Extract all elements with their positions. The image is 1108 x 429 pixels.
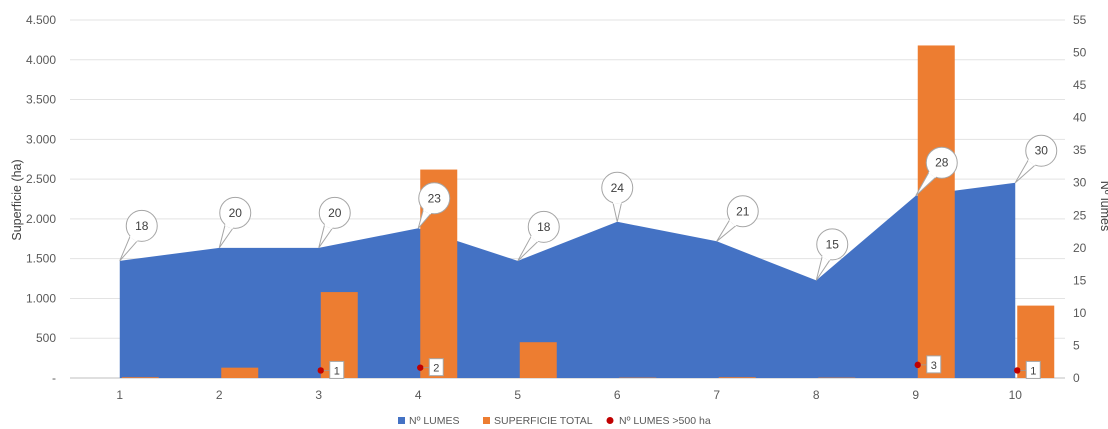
callout-seam [821,255,831,261]
area-nlumes [119,182,1016,378]
area-data-label: 23 [428,191,442,205]
scatter-point [317,367,324,374]
area-data-label: 30 [1035,144,1049,158]
callout-bubble [418,182,451,215]
area-series-nlumes [119,182,1016,378]
legend-label-nlumes: Nº LUMES [409,415,460,427]
scatter-point [914,361,921,369]
y-axis-title: Superficie (ha) [10,159,24,240]
x-tick-label: 10 [1009,388,1023,402]
y-tick-label: - [52,371,56,385]
y-tick-label: 2.000 [26,212,56,226]
y-tick-label: 3.500 [26,93,56,107]
callout-bubble [816,228,849,261]
y2-tick-label: 0 [1073,371,1080,385]
legend-swatch-superficie [483,417,490,424]
callout-bubble [125,209,158,242]
x-axis: 1 2 3 4 5 6 7 8 9 10 [116,388,1022,402]
callout-seam [928,171,937,178]
x-tick-label: 1 [116,388,123,402]
legend-label-nlumes-500: Nº LUMES >500 ha [619,415,711,427]
y2-tick-label: 20 [1073,241,1087,255]
y-tick-label: 2.500 [26,172,56,186]
scatter-data-label: 3 [931,360,937,372]
callout-seam [224,223,234,230]
scatter-label-box [1025,360,1041,379]
callout-seam [530,235,539,243]
callout-seam [1027,158,1036,166]
bar [221,367,259,378]
callout-seam [129,235,138,242]
scatter-data-label: 1 [334,365,340,377]
callout-bubble [925,146,958,179]
y-tick-label: 4.000 [26,53,56,67]
scatter-label-box [329,360,345,379]
scatter-point [417,364,424,371]
y-tick-label: 1.000 [26,291,56,305]
x-tick-label: 9 [912,388,919,402]
area-data-labels: 18 20 20 23 18 24 21 15 28 30 [119,134,1058,281]
y2-tick-label: 25 [1073,208,1087,222]
bar [121,377,159,378]
y2-tick-label: 5 [1073,338,1080,352]
area-data-label: 18 [135,219,149,233]
y2-tick-label: 15 [1073,273,1087,287]
x-tick-label: 7 [713,388,720,402]
y2-tick-label: 30 [1073,176,1087,190]
y2-tick-label: 10 [1073,306,1087,320]
y2-tick-label: 35 [1073,143,1087,157]
bar [917,45,955,379]
area-data-label: 15 [826,237,840,251]
y-tick-label: 3.000 [26,132,56,146]
x-tick-label: 3 [315,388,322,402]
x-tick-label: 5 [514,388,521,402]
bar [718,377,756,378]
callout-bubble [527,210,560,243]
y-tick-label: 500 [36,331,56,345]
area-data-label: 24 [611,181,625,195]
x-tick-label: 8 [813,388,820,402]
legend-swatch-nlumes-500 [606,417,614,424]
x-tick-label: 4 [415,388,422,402]
area-data-label: 20 [328,206,342,220]
scatter-series-nlumes-500: 1 2 3 1 [317,355,1041,379]
scatter-label-box [428,358,444,377]
scatter-point [1014,367,1021,374]
y2-axis-title: Nº lumes [1098,181,1108,231]
y-tick-label: 4.500 [26,13,56,27]
y-tick-label: 1.500 [26,252,56,266]
callout-bubble [219,196,252,229]
legend-label-superficie: SUPERFICIE TOTAL [494,415,593,427]
callout-seam [422,208,432,215]
callout-bubble [726,195,759,228]
x-tick-label: 2 [216,388,223,402]
y2-tick-label: 50 [1073,46,1087,60]
scatter-label-box [926,355,942,374]
area-data-label: 28 [935,156,949,170]
x-tick-label: 6 [614,388,621,402]
left-axis: - 500 1.000 1.500 2.000 2.500 3.000 3.500 4.000 4… [26,13,56,385]
y2-tick-label: 45 [1073,78,1087,92]
area-data-label: 20 [229,206,243,220]
callout-seam [324,223,333,230]
bar [519,342,557,378]
callout-bubble [318,196,351,229]
legend: Nº LUMES SUPERFICIE TOTAL Nº LUMES >500 … [398,415,711,427]
callout-seam [729,219,737,227]
area-data-label: 21 [736,204,750,218]
y2-tick-label: 40 [1073,111,1087,125]
callout-bubble [1025,134,1058,167]
scatter-data-label: 2 [433,363,439,375]
right-axis: 0 5 10 15 20 25 30 35 40 45 50 55 [1073,13,1087,385]
area-data-label: 18 [537,220,551,234]
y2-tick-label: 55 [1073,13,1087,27]
legend-swatch-nlumes [398,417,405,424]
scatter-data-label: 1 [1030,365,1036,377]
